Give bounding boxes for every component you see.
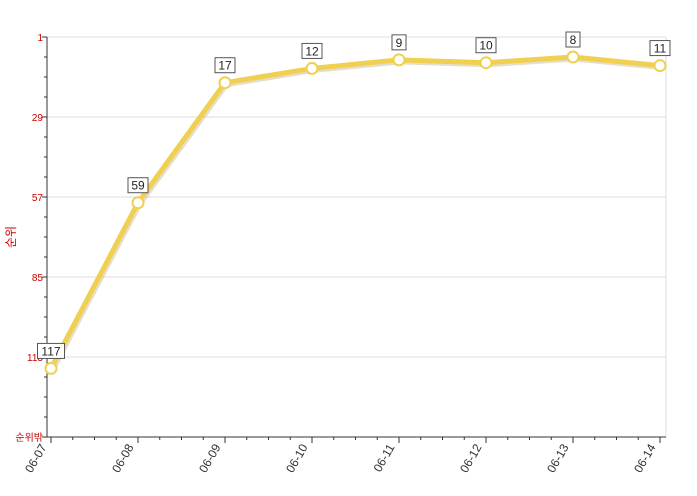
series-line-shadow xyxy=(50,56,664,373)
data-label-box xyxy=(127,177,149,194)
data-label-box xyxy=(37,342,65,359)
data-label: 9 xyxy=(396,36,403,50)
data-label-box xyxy=(214,57,236,74)
x-tick-label: 06-13 xyxy=(544,441,572,475)
data-point xyxy=(305,61,319,75)
y-tick-label: 57 xyxy=(32,193,44,204)
data-label: 117 xyxy=(41,344,60,358)
data-label-box xyxy=(475,37,497,54)
data-label: 8 xyxy=(570,33,577,47)
y-tick-label: 1 xyxy=(37,33,43,44)
data-label-box xyxy=(301,42,323,59)
x-tick-label: 06-10 xyxy=(283,441,311,475)
x-tick-label: 06-14 xyxy=(631,441,659,475)
data-label-box xyxy=(565,31,581,48)
y-tick-label: 순위밖 xyxy=(15,431,43,444)
data-label: 59 xyxy=(131,179,145,193)
series-line xyxy=(48,54,663,371)
data-label: 17 xyxy=(218,59,232,73)
data-label-box xyxy=(649,40,671,57)
data-point xyxy=(131,196,145,210)
data-point xyxy=(218,76,232,90)
data-point xyxy=(479,56,493,70)
data-point xyxy=(653,59,667,73)
data-label: 12 xyxy=(305,44,319,58)
data-point xyxy=(44,361,58,375)
x-tick-label: 06-07 xyxy=(22,441,50,475)
data-label: 11 xyxy=(654,42,667,56)
y-tick-label: 29 xyxy=(32,113,44,124)
data-point xyxy=(392,53,406,67)
x-tick-label: 06-11 xyxy=(371,441,398,474)
y-tick-label: 113 xyxy=(27,353,43,364)
x-tick-label: 06-08 xyxy=(109,441,137,475)
y-tick-label: 85 xyxy=(32,273,44,284)
data-point xyxy=(566,50,580,64)
x-tick-label: 06-09 xyxy=(196,441,224,475)
x-tick-label: 06-12 xyxy=(457,441,485,475)
y-axis-title: 순위 xyxy=(4,226,18,248)
data-label-box xyxy=(391,34,407,51)
data-label: 10 xyxy=(479,39,493,53)
